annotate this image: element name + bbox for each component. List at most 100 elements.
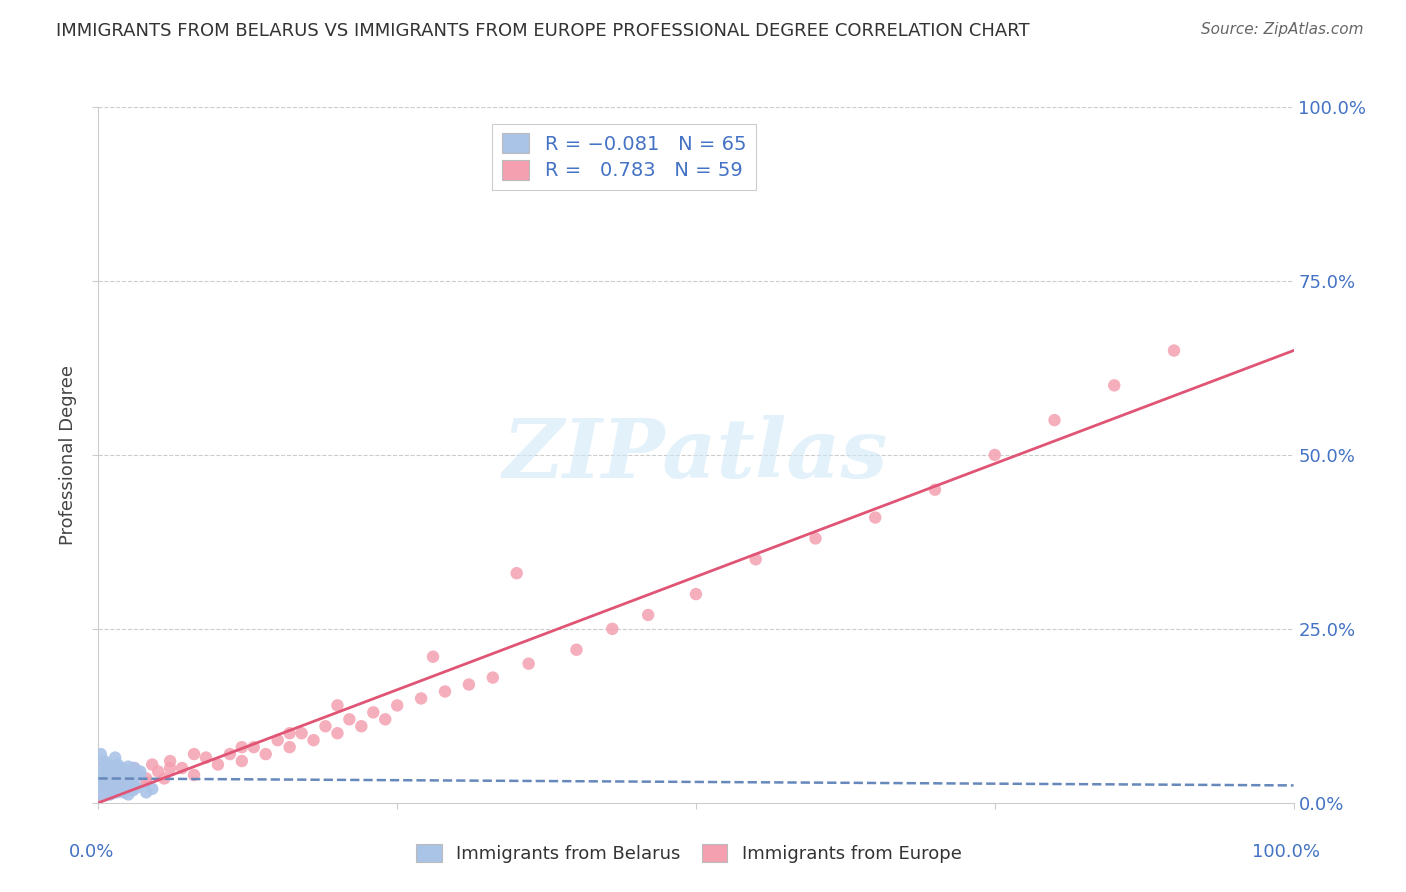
Point: [565, 642, 588, 657]
Point: [124, 778, 146, 793]
Point: [118, 768, 141, 782]
Point: [350, 719, 373, 733]
Point: [315, 719, 337, 733]
Point: [97, 785, 120, 799]
Point: [96, 773, 118, 788]
Point: [422, 649, 444, 664]
Point: [125, 780, 148, 795]
Point: [159, 754, 181, 768]
Point: [108, 766, 131, 780]
Point: [104, 750, 127, 764]
Point: [291, 726, 314, 740]
Point: [101, 785, 124, 799]
Point: [434, 684, 457, 698]
Text: ZIPatlas: ZIPatlas: [503, 415, 889, 495]
Point: [90, 747, 112, 761]
Point: [231, 754, 253, 768]
Point: [98, 781, 122, 796]
Point: [482, 671, 505, 685]
Point: [98, 785, 121, 799]
Point: [100, 778, 122, 793]
Point: [602, 622, 624, 636]
Point: [90, 785, 112, 799]
Point: [517, 657, 540, 671]
Point: [114, 783, 136, 797]
Point: [93, 772, 115, 786]
Point: [97, 781, 120, 796]
Point: [121, 773, 143, 788]
Point: [267, 733, 290, 747]
Point: [115, 769, 138, 783]
Point: [96, 783, 118, 797]
Point: [254, 747, 277, 761]
Point: [804, 532, 827, 546]
Point: [107, 757, 129, 772]
Point: [374, 712, 396, 726]
Point: [93, 781, 115, 796]
Point: [637, 607, 659, 622]
Text: IMMIGRANTS FROM BELARUS VS IMMIGRANTS FROM EUROPE PROFESSIONAL DEGREE CORRELATIO: IMMIGRANTS FROM BELARUS VS IMMIGRANTS FR…: [56, 22, 1029, 40]
Point: [117, 788, 139, 802]
Point: [111, 761, 134, 775]
Point: [89, 775, 111, 789]
Point: [278, 740, 301, 755]
Point: [385, 698, 409, 713]
Point: [91, 761, 114, 775]
Point: [111, 768, 134, 782]
Point: [339, 712, 361, 726]
Point: [111, 781, 134, 796]
Point: [96, 757, 118, 772]
Point: [129, 764, 152, 779]
Point: [326, 726, 349, 740]
Point: [1043, 413, 1066, 427]
Point: [207, 757, 229, 772]
Point: [411, 691, 433, 706]
Point: [98, 763, 122, 777]
Point: [93, 778, 115, 793]
Point: [135, 785, 157, 799]
Legend: Immigrants from Belarus, Immigrants from Europe: Immigrants from Belarus, Immigrants from…: [408, 835, 970, 872]
Point: [745, 552, 768, 566]
Point: [98, 775, 122, 789]
Point: [1163, 343, 1185, 358]
Point: [94, 764, 117, 779]
Point: [458, 677, 481, 691]
Point: [110, 772, 132, 786]
Text: 0.0%: 0.0%: [69, 843, 114, 861]
Point: [120, 778, 142, 793]
Point: [124, 761, 146, 775]
Point: [108, 783, 131, 797]
Point: [103, 780, 125, 795]
Point: [111, 768, 134, 782]
Point: [159, 761, 181, 775]
Point: [94, 781, 117, 796]
Point: [183, 747, 205, 761]
Point: [101, 772, 124, 786]
Point: [219, 747, 242, 761]
Point: [117, 772, 139, 786]
Point: [91, 768, 114, 782]
Point: [685, 587, 707, 601]
Point: [103, 759, 125, 773]
Point: [91, 775, 114, 789]
Point: [97, 776, 120, 790]
Point: [129, 768, 152, 782]
Point: [104, 768, 127, 782]
Point: [105, 775, 128, 789]
Point: [100, 763, 122, 777]
Text: 100.0%: 100.0%: [1253, 843, 1320, 861]
Point: [101, 783, 124, 797]
Point: [195, 750, 218, 764]
Point: [107, 776, 129, 790]
Point: [107, 772, 129, 786]
Point: [141, 757, 163, 772]
Point: [108, 781, 131, 796]
Point: [105, 778, 128, 793]
Point: [231, 740, 253, 755]
Point: [141, 781, 163, 796]
Point: [117, 759, 139, 773]
Point: [984, 448, 1007, 462]
Point: [183, 768, 205, 782]
Point: [124, 761, 146, 775]
Point: [105, 785, 128, 799]
